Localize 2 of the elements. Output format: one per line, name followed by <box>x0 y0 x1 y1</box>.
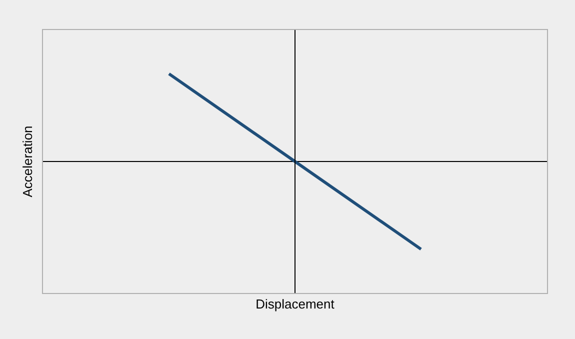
x-axis-title: Displacement <box>256 296 335 312</box>
y-axis-title: Acceleration <box>20 126 35 198</box>
